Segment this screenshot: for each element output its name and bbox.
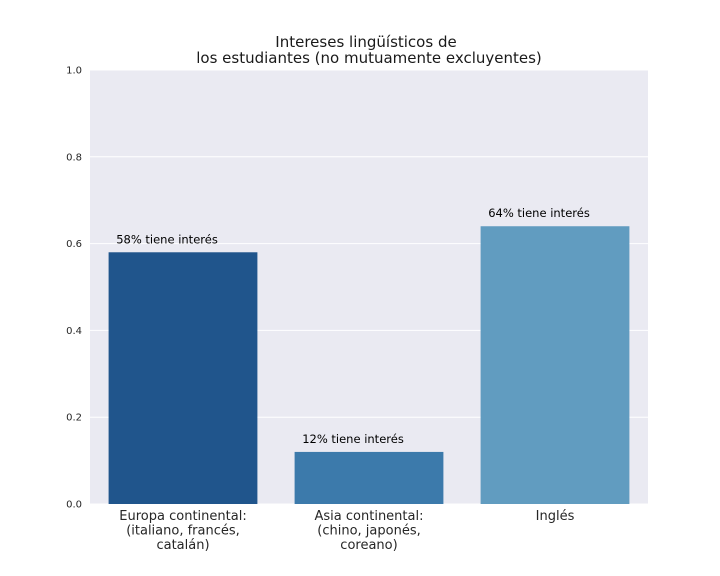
x-tick-label: (italiano, francés, bbox=[126, 524, 240, 539]
x-tick-label: coreano) bbox=[340, 538, 397, 553]
y-tick-label: 1.0 bbox=[66, 66, 82, 77]
y-axis-ticks: 0.0 0.2 0.4 0.6 0.8 1.0 bbox=[66, 66, 82, 511]
y-tick-label: 0.8 bbox=[66, 152, 82, 163]
bar bbox=[480, 226, 630, 505]
y-tick-label: 0.6 bbox=[66, 239, 82, 250]
data-label: 58% tiene interés bbox=[116, 232, 218, 246]
x-tick-label: Europa continental: bbox=[119, 509, 246, 524]
x-tick-label: Inglés bbox=[536, 509, 575, 524]
bar bbox=[294, 451, 444, 504]
x-tick-label: (chino, japonés, bbox=[317, 524, 420, 539]
y-tick-label: 0.0 bbox=[66, 500, 82, 511]
data-label: 64% tiene interés bbox=[488, 206, 590, 220]
y-tick-label: 0.2 bbox=[66, 413, 82, 424]
y-tick-label: 0.4 bbox=[66, 326, 82, 337]
data-labels: 58% tiene interés 12% tiene interés 64% ti… bbox=[116, 206, 590, 446]
x-tick-label: catalán) bbox=[156, 538, 209, 553]
bars bbox=[108, 226, 630, 505]
bar bbox=[108, 252, 258, 504]
data-label: 12% tiene interés bbox=[302, 432, 404, 446]
chart-title-line-1: Intereses lingüísticos de bbox=[275, 33, 456, 51]
x-tick-label: Asia continental: bbox=[315, 509, 424, 524]
x-axis-ticks: Europa continental:(italiano, francés,ca… bbox=[119, 509, 574, 553]
chart-title-line-2: los estudiantes (no mutuamente excluyent… bbox=[196, 49, 542, 67]
